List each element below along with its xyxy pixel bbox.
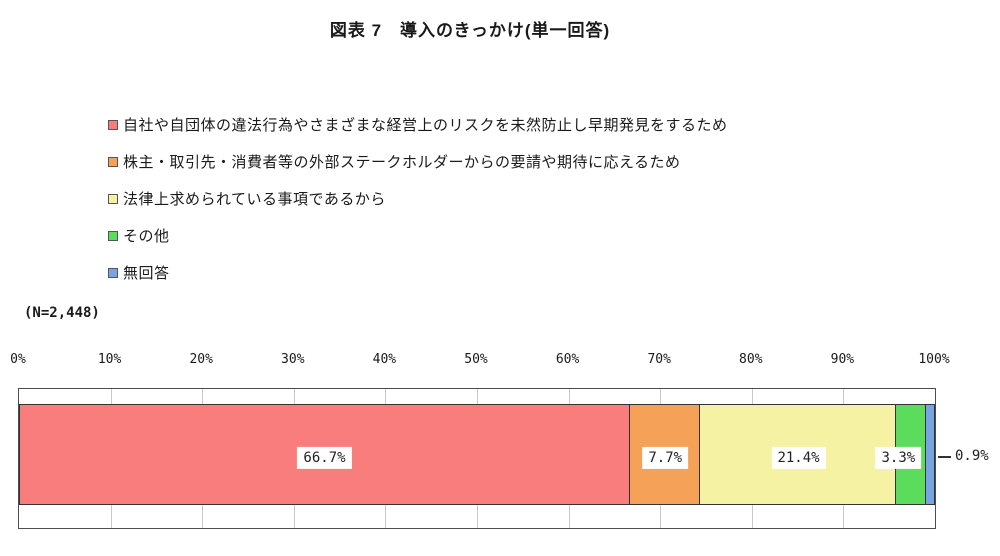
- legend-item: 株主・取引先・消費者等の外部ステークホルダーからの要請や期待に応えるため: [108, 143, 728, 180]
- plot-area: 66.7% 7.7% 21.4% 3.3%: [18, 388, 936, 529]
- data-label: 21.4%: [771, 446, 826, 470]
- legend-label: 無回答: [123, 265, 170, 282]
- data-label: 66.7%: [297, 446, 352, 470]
- sample-size-label: (N=2,448): [24, 305, 100, 321]
- legend-swatch-orange: [108, 156, 118, 167]
- x-tick: 70%: [647, 352, 671, 367]
- legend-item: 法律上求められている事項であるから: [108, 180, 728, 217]
- x-tick: 30%: [281, 352, 305, 367]
- legend-item: その他: [108, 217, 728, 254]
- data-label: 3.3%: [875, 446, 922, 470]
- legend-swatch-red: [108, 119, 118, 130]
- legend-label: その他: [123, 228, 170, 245]
- legend: 自社や自団体の違法行為やさまざまな経営上のリスクを未然防止し早期発見をするため …: [108, 106, 728, 291]
- data-label: 7.7%: [642, 446, 689, 470]
- x-tick: 60%: [555, 352, 580, 367]
- legend-label: 法律上求められている事項であるから: [123, 191, 386, 208]
- legend-item: 自社や自団体の違法行為やさまざまな経営上のリスクを未然防止し早期発見をするため: [108, 106, 728, 143]
- x-tick: 10%: [97, 352, 122, 367]
- x-axis: 0% 10% 20% 30% 40% 50% 60% 70% 80% 90% 1…: [10, 352, 949, 368]
- legend-label: 株主・取引先・消費者等の外部ステークホルダーからの要請や期待に応えるため: [123, 154, 681, 171]
- leader-line: [938, 456, 951, 458]
- chart-title: 図表 7 導入のきっかけ(単一回答): [329, 21, 611, 40]
- x-tick: 80%: [739, 352, 763, 367]
- x-tick: 40%: [372, 352, 397, 367]
- x-tick: 50%: [464, 352, 488, 367]
- bar-segment-blue: [925, 405, 934, 504]
- legend-swatch-blue: [108, 267, 118, 278]
- x-tick: 90%: [830, 352, 855, 367]
- x-tick: 100%: [918, 352, 950, 367]
- legend-label: 自社や自団体の違法行為やさまざまな経営上のリスクを未然防止し早期発見をするため: [123, 117, 728, 134]
- legend-item: 無回答: [108, 254, 728, 291]
- x-tick: 0%: [10, 352, 26, 367]
- legend-swatch-green: [108, 230, 118, 241]
- data-label-outside: 0.9%: [955, 448, 989, 464]
- x-tick: 20%: [189, 352, 213, 367]
- legend-swatch-yellow: [108, 193, 118, 204]
